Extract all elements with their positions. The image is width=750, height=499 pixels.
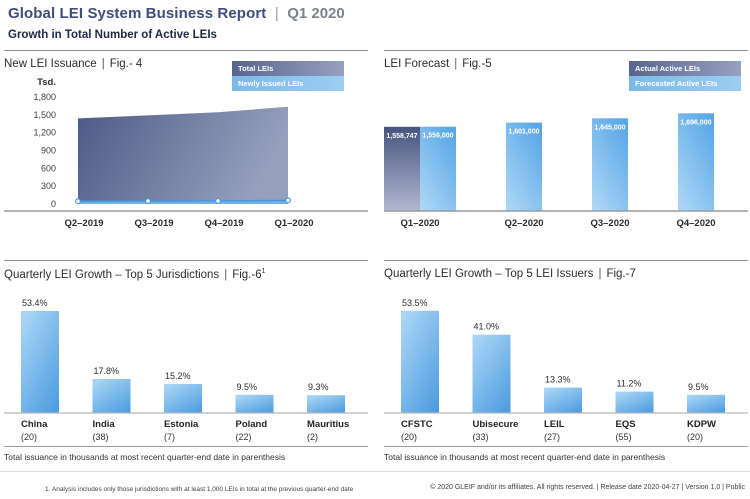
svg-text:Ubisecure: Ubisecure [473,419,519,430]
svg-text:15.2%: 15.2% [165,371,191,381]
svg-text:1,559,000: 1,559,000 [422,133,453,140]
svg-text:17.8%: 17.8% [94,366,120,376]
chart-title-row: Quarterly LEI Growth – Top 5 LEI Issuers… [384,268,748,280]
panel-lei-forecast: LEI Forecast | Fig.-5 Actual Active LEIs F… [384,50,748,251]
report-title-row: Global LEI System Business Report | Q1 2… [8,5,345,23]
svg-text:Q3–2020: Q3–2020 [590,218,629,229]
svg-text:(27): (27) [544,432,560,442]
svg-text:Q2–2019: Q2–2019 [64,218,103,229]
svg-text:(2): (2) [307,432,318,442]
chart-title-row: New LEI Issuance | Fig.- 4 [4,58,368,70]
new-lei-issuance-area-chart: 1,800 1,500 1,200 900 600 300 0 Tsd. Q2–2019 Q3–2… [4,77,368,229]
top5-lei-issuers-bar-chart: 53.5% CFSTC (20) 41.0% Ubisecure (33) 13.3% LEI… [384,298,748,442]
svg-text:13.3%: 13.3% [545,375,571,385]
svg-text:Tsd.: Tsd. [37,77,56,88]
report-title: Global LEI System Business Report [8,5,267,22]
svg-text:11.2%: 11.2% [617,379,642,389]
legend-fig5: Actual Active LEIs Forecasted Active LEI… [629,61,741,91]
svg-text:9.5%: 9.5% [688,382,709,392]
chart-note: Total issuance in thousands at most rece… [4,452,286,462]
lei-forecast-bar-chart: 1,558,747 1,559,000 1,601,000 1,645,000 1,69… [384,113,748,229]
svg-text:1,696,000: 1,696,000 [680,119,711,126]
svg-text:KDPW: KDPW [687,419,716,430]
svg-text:EQS: EQS [616,419,636,430]
svg-text:Q1–2020: Q1–2020 [274,218,313,229]
title-separator: | [274,5,279,22]
svg-text:1,200: 1,200 [33,128,56,138]
chart-title-row: Quarterly LEI Growth – Top 5 Jurisdictio… [4,268,368,281]
svg-text:Mauritius: Mauritius [307,419,349,430]
svg-text:53.5%: 53.5% [402,298,428,308]
report-subtitle: Growth in Total Number of Active LEIs [8,29,217,41]
figure-footnote-marker: 1 [261,268,266,275]
panel-divider [384,446,748,447]
svg-text:Q2–2020: Q2–2020 [504,218,543,229]
panel-top5-lei-issuers: Quarterly LEI Growth – Top 5 LEI Issuers… [384,260,748,466]
title-pipe: | [224,268,228,281]
svg-text:China: China [21,419,48,430]
footnote: 1. Analysis includes only those jurisdic… [45,486,354,493]
legend-item-newly-issued-leis: Newly Issued LEIs [232,76,344,91]
panel-new-lei-issuance: New LEI Issuance | Fig.- 4 Total LEIs Newl… [4,50,368,251]
svg-text:Estonia: Estonia [164,419,199,430]
chart-title: New LEI Issuance [4,58,97,70]
svg-text:India: India [93,419,116,430]
title-pipe: | [454,58,458,70]
svg-text:(38): (38) [93,432,109,442]
svg-text:(20): (20) [687,432,703,442]
chart-title-row: LEI Forecast | Fig.-5 [384,58,748,70]
svg-text:Q1–2020: Q1–2020 [400,218,439,229]
svg-text:300: 300 [41,181,56,191]
svg-text:LEIL: LEIL [544,419,565,430]
chart-title: Quarterly LEI Growth – Top 5 LEI Issuers [384,268,594,280]
svg-text:CFSTC: CFSTC [401,419,433,430]
svg-text:Poland: Poland [236,419,268,430]
chart-title: Quarterly LEI Growth – Top 5 Jurisdictio… [4,268,220,281]
top5-jurisdictions-bar-chart: 53.4% China (20) 17.8% India (38) 15.2% Estonia… [4,298,368,442]
svg-text:(20): (20) [401,432,417,442]
report-header: Global LEI System Business Report | Q1 2… [8,5,345,41]
svg-text:1,645,000: 1,645,000 [594,124,625,131]
panel-top5-jurisdictions: Quarterly LEI Growth – Top 5 Jurisdictio… [4,260,368,466]
svg-text:41.0%: 41.0% [474,322,500,332]
svg-text:1,800: 1,800 [33,92,56,102]
svg-text:53.4%: 53.4% [22,298,48,308]
svg-text:Q3–2019: Q3–2019 [134,218,173,229]
svg-text:(20): (20) [21,432,37,442]
svg-text:0: 0 [51,199,56,209]
svg-text:1,558,747: 1,558,747 [386,133,417,140]
svg-text:(55): (55) [616,432,632,442]
legend-item-actual-active-leis: Actual Active LEIs [629,61,741,76]
panel-divider [4,446,368,447]
svg-text:1,500: 1,500 [33,110,56,120]
title-pipe: | [598,268,602,280]
copyright: © 2020 GLEIF and/or its affiliates. All … [430,484,745,491]
report-period: Q1 2020 [287,5,345,22]
svg-text:600: 600 [41,163,56,173]
legend-item-total-leis: Total LEIs [232,61,344,76]
svg-text:(33): (33) [473,432,489,442]
figure-label: Fig.-5 [462,58,492,70]
figure-label: Fig.- 4 [109,58,143,70]
svg-text:(22): (22) [236,432,252,442]
svg-text:9.3%: 9.3% [308,382,329,392]
legend-item-forecasted-active-leis: Forecasted Active LEIs [629,76,741,91]
svg-text:Q4–2019: Q4–2019 [204,218,243,229]
footer-divider [0,471,750,472]
svg-text:Q4–2020: Q4–2020 [676,218,715,229]
title-pipe: | [101,58,105,70]
figure-label: Fig.-7 [606,268,636,280]
chart-title: LEI Forecast [384,58,450,70]
figure-label: Fig.-6 [232,268,262,281]
svg-text:(7): (7) [164,432,175,442]
svg-text:1,601,000: 1,601,000 [508,129,539,136]
legend-fig4: Total LEIs Newly Issued LEIs [232,61,344,91]
svg-text:900: 900 [41,146,56,156]
chart-note: Total issuance in thousands at most rece… [384,452,666,462]
svg-text:9.5%: 9.5% [237,382,258,392]
